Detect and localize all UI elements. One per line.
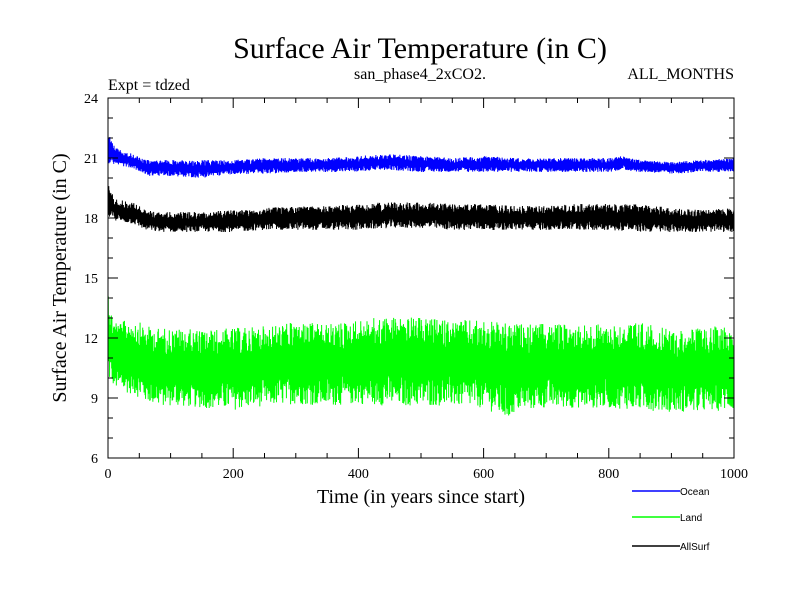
series-line-allsurf xyxy=(108,186,734,232)
chart-title: Surface Air Temperature (in C) xyxy=(233,32,607,65)
series-line-ocean xyxy=(108,137,734,178)
x-tick-label: 800 xyxy=(598,467,619,482)
y-tick-label: 15 xyxy=(84,272,98,287)
y-axis-label: Surface Air Temperature (in C) xyxy=(49,153,71,402)
chart-subtitle: san_phase4_2xCO2. xyxy=(354,66,486,83)
right-annotation: ALL_MONTHS xyxy=(627,66,734,83)
y-tick-label: 18 xyxy=(84,212,98,227)
x-tick-label: 0 xyxy=(105,467,112,482)
x-tick-label: 200 xyxy=(223,467,244,482)
x-tick-label: 1000 xyxy=(720,467,748,482)
y-tick-label: 6 xyxy=(91,452,98,467)
plot-area xyxy=(108,137,734,416)
y-tick-label: 9 xyxy=(91,392,98,407)
y-tick-label: 24 xyxy=(84,92,98,107)
series-line-land xyxy=(108,296,734,416)
x-axis-label: Time (in years since start) xyxy=(317,486,525,508)
legend-label-allsurf: AllSurf xyxy=(680,542,710,553)
x-tick-label: 600 xyxy=(473,467,494,482)
y-axis-ticks: 6 9 12 15 18 21 24 xyxy=(84,92,734,467)
x-tick-label: 400 xyxy=(348,467,369,482)
legend-label-ocean: Ocean xyxy=(680,487,709,498)
left-annotation: Expt = tdzed xyxy=(108,77,190,94)
legend: Ocean Land AllSurf xyxy=(632,487,710,553)
x-axis-ticks: 0 200 400 600 800 1000 xyxy=(105,98,748,482)
legend-label-land: Land xyxy=(680,513,702,524)
y-tick-label: 21 xyxy=(84,152,98,167)
y-tick-label: 12 xyxy=(84,332,98,347)
